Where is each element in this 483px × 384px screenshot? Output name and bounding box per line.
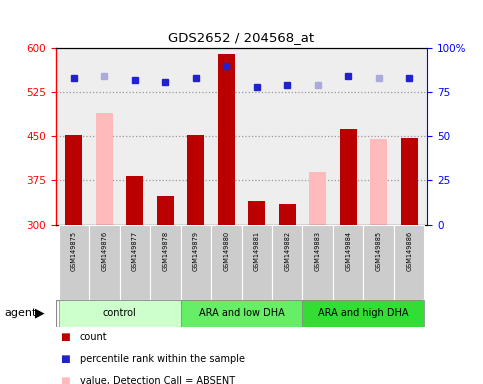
Bar	[187, 135, 204, 225]
Bar	[302, 300, 425, 327]
Bar	[218, 54, 235, 225]
Text: ■: ■	[60, 332, 70, 342]
Text: ▶: ▶	[35, 307, 45, 320]
Bar	[127, 176, 143, 225]
Bar	[394, 225, 425, 300]
Text: GSM149881: GSM149881	[254, 231, 260, 271]
Bar	[157, 196, 174, 225]
Text: GSM149879: GSM149879	[193, 231, 199, 271]
Text: GSM149882: GSM149882	[284, 231, 290, 271]
Text: GSM149878: GSM149878	[162, 231, 168, 271]
Text: count: count	[80, 332, 107, 342]
Bar	[333, 225, 363, 300]
Text: percentile rank within the sample: percentile rank within the sample	[80, 354, 245, 364]
Bar	[370, 139, 387, 225]
Text: GSM149876: GSM149876	[101, 231, 107, 271]
Text: GDS2652 / 204568_at: GDS2652 / 204568_at	[169, 31, 314, 44]
Bar	[309, 172, 326, 225]
Bar	[242, 225, 272, 300]
Bar	[181, 300, 302, 327]
Bar	[279, 204, 296, 225]
Bar	[401, 138, 417, 225]
Bar	[302, 225, 333, 300]
Text: value, Detection Call = ABSENT: value, Detection Call = ABSENT	[80, 376, 235, 384]
Text: ARA and low DHA: ARA and low DHA	[199, 308, 284, 318]
Text: ■: ■	[60, 376, 70, 384]
Text: GSM149886: GSM149886	[406, 231, 412, 271]
Text: GSM149875: GSM149875	[71, 231, 77, 271]
Bar	[58, 225, 89, 300]
Text: ARA and high DHA: ARA and high DHA	[318, 308, 409, 318]
Text: control: control	[103, 308, 136, 318]
Bar	[248, 201, 265, 225]
Text: GSM149885: GSM149885	[376, 231, 382, 271]
Bar	[181, 225, 211, 300]
Text: GSM149883: GSM149883	[315, 231, 321, 271]
Bar	[96, 113, 113, 225]
Bar	[89, 225, 120, 300]
Bar	[120, 225, 150, 300]
Text: ■: ■	[60, 354, 70, 364]
Bar	[272, 225, 302, 300]
Bar	[58, 300, 181, 327]
Bar	[340, 129, 356, 225]
Bar	[150, 225, 181, 300]
Bar	[363, 225, 394, 300]
Bar	[66, 135, 82, 225]
Bar	[211, 225, 242, 300]
Text: GSM149877: GSM149877	[132, 231, 138, 271]
Text: agent: agent	[5, 308, 37, 318]
Text: GSM149880: GSM149880	[223, 231, 229, 271]
Text: GSM149884: GSM149884	[345, 231, 351, 271]
